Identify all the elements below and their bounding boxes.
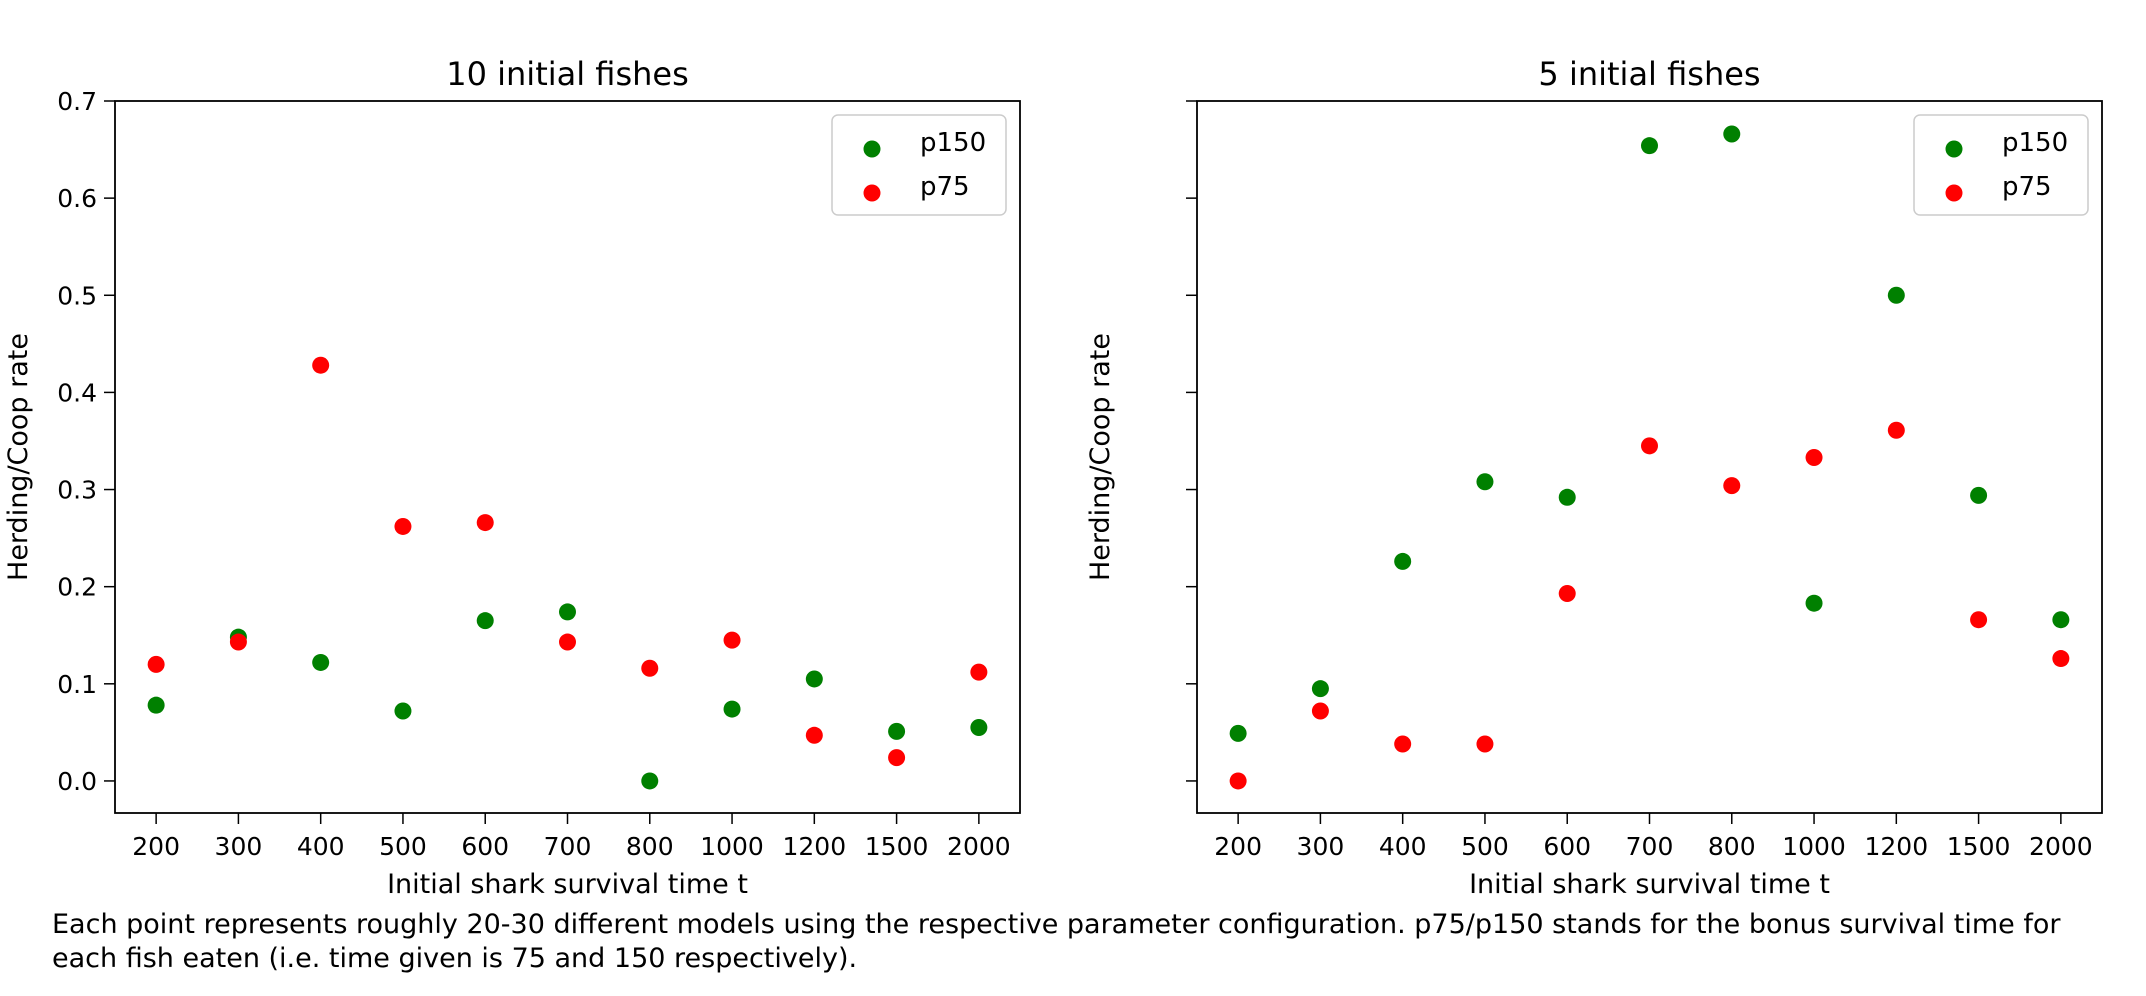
legend-marker-p150 — [863, 140, 881, 158]
x-tick-label: 1500 — [865, 832, 929, 861]
data-point-p150 — [1476, 473, 1494, 491]
data-point-p75 — [394, 517, 412, 535]
chart-title: 5 initial fishes — [1538, 55, 1760, 93]
data-point-p75 — [641, 659, 659, 677]
data-point-p150 — [641, 772, 659, 790]
data-point-p75 — [147, 655, 165, 673]
data-point-p75 — [1311, 702, 1329, 720]
y-tick-label: 0.4 — [57, 378, 97, 407]
chart-1: 10 initial fishes 0.0 0.1 0.2 0.3 0.4 0.5 0.6 0.… — [3, 55, 1021, 900]
x-tick-label: 1500 — [1947, 832, 2011, 861]
x-tick-label: 500 — [379, 832, 427, 861]
x-tick-label: 800 — [1708, 832, 1756, 861]
data-point-p75 — [1887, 421, 1905, 439]
figure-caption: Each point represents roughly 20-30 diff… — [52, 909, 2061, 974]
x-tick-label: 200 — [1214, 832, 1262, 861]
data-point-p150 — [476, 612, 494, 630]
data-point-p150 — [394, 702, 412, 720]
y-tick-label: 0.1 — [57, 670, 97, 699]
plot-frame — [1196, 100, 2103, 814]
data-point-p75 — [229, 633, 247, 651]
data-point-p75 — [312, 356, 330, 374]
x-tick-label: 1200 — [783, 832, 847, 861]
data-point-p150 — [1805, 594, 1823, 612]
data-point-p75 — [805, 726, 823, 744]
x-tick-label: 200 — [132, 832, 180, 861]
y-tick-label: 0.7 — [57, 87, 97, 116]
data-point-p75 — [1558, 584, 1576, 602]
data-point-p150 — [1311, 680, 1329, 698]
y-tick-label: 0.6 — [57, 184, 97, 213]
data-point-p150 — [970, 719, 988, 737]
figure: 10 initial fishes 0.0 0.1 0.2 0.3 0.4 0.5 0.6 0.… — [3, 55, 2103, 900]
x-tick-label: 1200 — [1865, 832, 1929, 861]
x-tick-label: 500 — [1461, 832, 1509, 861]
legend-label-p75: p75 — [2002, 172, 2052, 202]
legend-marker-p75 — [863, 184, 881, 202]
x-axis-label: Initial shark survival time t — [1469, 869, 1830, 900]
data-point-p75 — [1723, 477, 1741, 495]
data-point-p150 — [805, 670, 823, 688]
y-axis-label: Herding/Coop rate — [1085, 333, 1116, 581]
data-point-p75 — [1394, 735, 1412, 753]
data-point-p75 — [476, 514, 494, 532]
legend-label-p150: p150 — [2002, 128, 2068, 158]
data-point-p150 — [1723, 125, 1741, 143]
data-point-p150 — [1887, 286, 1905, 304]
chart-2: 5 initial fishes 200 300 400 500 600 700 800 100… — [1085, 55, 2103, 900]
x-tick-label: 300 — [1297, 832, 1345, 861]
y-axis-label: Herding/Coop rate — [3, 333, 34, 581]
data-point-p75 — [723, 631, 741, 649]
data-point-p150 — [312, 653, 330, 671]
legend-marker-p150 — [1945, 140, 1963, 158]
data-point-p150 — [1558, 488, 1576, 506]
data-point-p75 — [1970, 611, 1988, 629]
data-point-p75 — [559, 633, 576, 651]
x-tick-label: 2000 — [947, 832, 1011, 861]
x-tick-label: 1000 — [700, 832, 764, 861]
legend-label-p150: p150 — [920, 128, 986, 158]
data-point-p150 — [888, 722, 906, 740]
data-point-p75 — [970, 663, 988, 681]
x-tick-label: 2000 — [2029, 832, 2093, 861]
legend-marker-p75 — [1945, 184, 1963, 202]
x-tick-label: 600 — [1543, 832, 1591, 861]
x-tick-label: 600 — [461, 832, 509, 861]
x-tick-label: 400 — [1379, 832, 1427, 861]
data-point-p75 — [1641, 437, 1658, 455]
data-point-p150 — [1229, 724, 1247, 742]
x-tick-label: 700 — [1626, 832, 1674, 861]
x-tick-label: 800 — [626, 832, 674, 861]
data-point-p150 — [1970, 486, 1988, 504]
y-tick-label: 0.2 — [57, 573, 97, 602]
y-tick-label: 0.3 — [57, 476, 97, 505]
data-point-p75 — [1229, 772, 1247, 790]
chart-title: 10 initial fishes — [446, 55, 689, 93]
data-point-p75 — [1476, 735, 1494, 753]
data-point-p75 — [2052, 650, 2070, 668]
legend-label-p75: p75 — [920, 172, 970, 202]
x-tick-label: 1000 — [1782, 832, 1846, 861]
plot-frame — [114, 100, 1021, 814]
data-point-p150 — [1394, 552, 1412, 570]
data-point-p75 — [1805, 448, 1823, 466]
data-point-p150 — [2052, 611, 2070, 629]
data-point-p150 — [1641, 137, 1658, 155]
y-tick-label: 0.5 — [57, 281, 97, 310]
y-tick-label: 0.0 — [57, 767, 97, 796]
x-tick-label: 300 — [215, 832, 263, 861]
data-point-p150 — [147, 696, 165, 714]
data-point-p75 — [888, 749, 906, 767]
data-point-p150 — [723, 700, 741, 718]
x-tick-label: 400 — [297, 832, 345, 861]
data-point-p150 — [559, 603, 576, 621]
x-tick-label: 700 — [544, 832, 592, 861]
x-axis-label: Initial shark survival time t — [387, 869, 748, 900]
